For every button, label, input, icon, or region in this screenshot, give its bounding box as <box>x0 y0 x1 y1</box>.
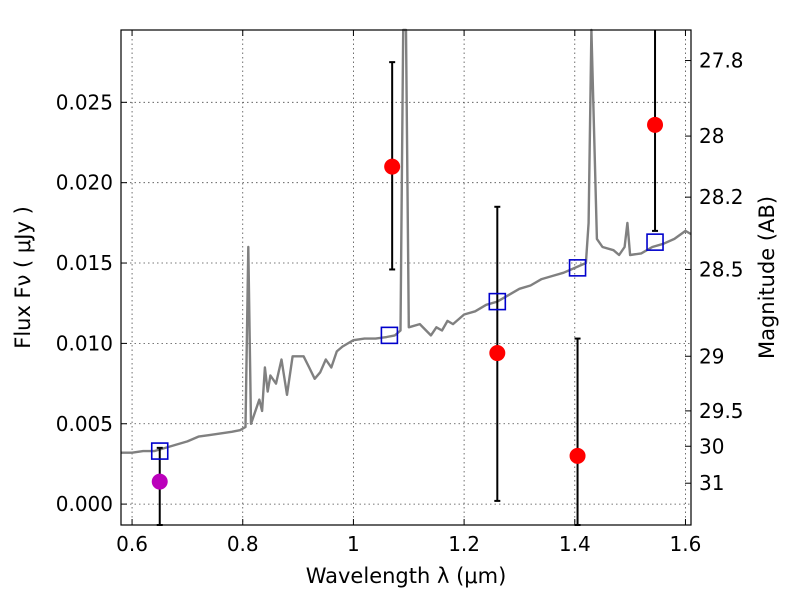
model-point-layer <box>150 233 664 460</box>
model-photometry-point <box>150 442 169 460</box>
model-photometry-point <box>380 326 399 345</box>
x-tick-label: 1.2 <box>448 532 480 556</box>
observed-photometry-point <box>384 158 401 175</box>
y-tick-label: 0.020 <box>56 171 113 195</box>
model-photometry-point <box>646 233 664 251</box>
x-tick-label: 1.4 <box>559 532 591 556</box>
observed-photometry-point <box>569 447 586 464</box>
y-tick-label: 0.000 <box>56 492 113 516</box>
template-spectrum-layer <box>121 28 692 454</box>
y-tick-label: 0.010 <box>56 331 113 355</box>
y-tick-label: 0.015 <box>56 251 113 275</box>
x-tick-label: 1.6 <box>670 532 702 556</box>
y2-tick-label: 28.5 <box>699 257 744 281</box>
x-axis-label: Wavelength λ (μm) <box>306 564 507 588</box>
y2-tick-label: 27.8 <box>699 49 744 73</box>
observed-photometry-point <box>647 116 664 133</box>
y2-tick-label: 31 <box>699 471 724 495</box>
y-axis-label: Flux Fν ( μJy ) <box>11 206 35 349</box>
y2-tick-label: 29 <box>699 344 724 368</box>
model-photometry-point <box>488 292 507 311</box>
x-tick-label: 0.8 <box>227 532 259 556</box>
y2-axis-label: Magnitude (AB) <box>755 196 779 359</box>
y-tick-label: 0.005 <box>56 412 113 436</box>
model-photometry-point <box>568 259 587 277</box>
observed-point-layer <box>151 116 664 490</box>
y2-tick-label: 30 <box>699 434 724 458</box>
x-tick-label: 0.6 <box>116 532 148 556</box>
y-tick-label: 0.025 <box>56 90 113 114</box>
plot-frame <box>120 29 692 526</box>
y2-tick-label: 28.2 <box>699 185 744 209</box>
template-spectrum-line <box>121 28 692 454</box>
y2-tick-label: 28 <box>699 124 724 148</box>
y2-tick-label: 29.5 <box>699 399 744 423</box>
grid-layer <box>121 30 691 525</box>
observed-photometry-point <box>489 345 506 362</box>
x-tick-label: 1 <box>347 532 360 556</box>
observed-photometry-point <box>151 473 168 490</box>
tick-layer: 0.6 0.8 1 1.2 1.4 1.6 0.000 0.005 0.010 0.015 0.02… <box>56 30 744 556</box>
